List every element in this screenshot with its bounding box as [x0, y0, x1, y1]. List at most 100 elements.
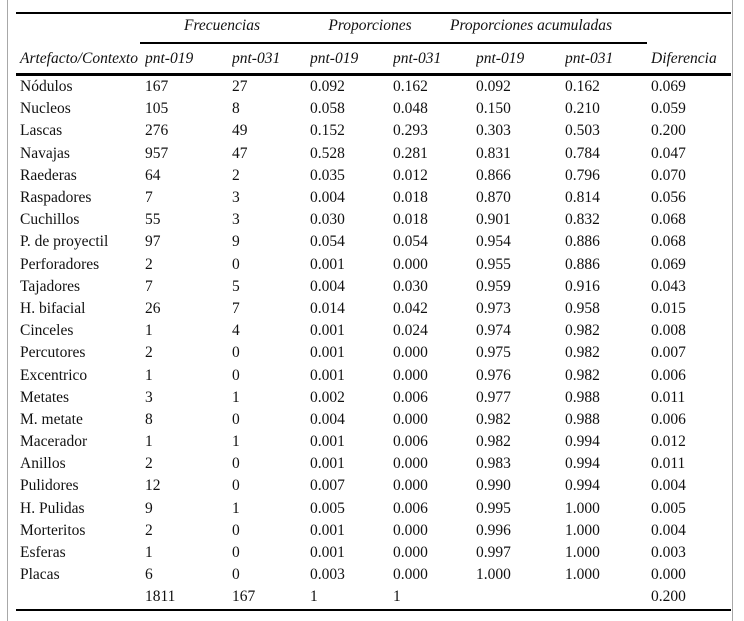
cell-value: 0 [232, 344, 240, 362]
cell-value: 0.000 [393, 544, 428, 562]
cell-value: 9 [232, 233, 240, 251]
table-row: Pulidores 12 0 0.007 0.000 0.990 0.994 0.004 [16, 475, 731, 497]
table-row: Raederas 64 2 0.035 0.012 0.866 0.796 0.070 [16, 165, 731, 187]
row-label: Navajas [20, 144, 70, 162]
cell-value: 2 [145, 455, 153, 473]
cell-value: 0.035 [310, 166, 345, 184]
cell-value: 12 [145, 477, 161, 495]
cell-value: 0.162 [393, 78, 428, 96]
cell-value: 0.006 [393, 388, 428, 406]
cell-value: 0.015 [651, 299, 686, 317]
table-row: Raspadores 7 3 0.004 0.018 0.870 0.814 0.056 [16, 187, 731, 209]
table-row: Anillos 2 0 0.001 0.000 0.983 0.994 0.011 [16, 453, 731, 475]
cell-value: 0.000 [393, 521, 428, 539]
cell-value: 0.162 [565, 78, 600, 96]
cell-value: 957 [145, 144, 169, 162]
cell-value: 105 [145, 100, 169, 118]
cell-value: 0.005 [310, 499, 345, 517]
cell-value: 1 [310, 588, 318, 606]
cell-value: 7 [232, 299, 240, 317]
cell-value: 0.982 [565, 344, 600, 362]
cell-value: 1 [145, 544, 153, 562]
row-label: Raederas [20, 166, 77, 184]
cell-value [565, 586, 651, 609]
table-row: P. de proyectil 97 9 0.054 0.054 0.954 0.886 0.… [16, 231, 731, 253]
cell-value: 0.000 [393, 410, 428, 428]
cell-value: 2 [145, 344, 153, 362]
cell-value: 0.068 [651, 211, 686, 229]
row-label: P. de proyectil [20, 233, 109, 251]
cell-value: 0.973 [476, 299, 511, 317]
cell-value: 0.958 [565, 299, 600, 317]
cell-value: 0.281 [393, 144, 428, 162]
row-label: Perforadores [20, 255, 100, 273]
cell-value: 1 [232, 499, 240, 517]
cell-value: 0 [232, 477, 240, 495]
cell-value: 0.977 [476, 388, 511, 406]
cell-value: 0.886 [565, 255, 600, 273]
cell-value: 0.000 [393, 566, 428, 584]
cell-value: 0 [232, 255, 240, 273]
cell-value: 4 [232, 322, 240, 340]
cell-value: 0.994 [565, 455, 600, 473]
cell-value: 0 [232, 410, 240, 428]
cell-value: 7 [145, 189, 153, 207]
cell-value: 2 [145, 255, 153, 273]
cell-value: 0.990 [476, 477, 511, 495]
cell-value: 167 [232, 588, 256, 606]
cell-value: 0.000 [393, 477, 428, 495]
row-label: Cinceles [20, 322, 74, 340]
cell-value: 0.047 [651, 144, 686, 162]
cell-value: 0.982 [476, 433, 511, 451]
cell-value: 0.200 [651, 588, 686, 606]
cell-value: 1.000 [565, 544, 600, 562]
cell-value: 8 [145, 410, 153, 428]
row-label [16, 586, 145, 609]
cell-value: 0.982 [565, 322, 600, 340]
table-row: M. metate 8 0 0.004 0.000 0.982 0.988 0.006 [16, 409, 731, 431]
cell-value: 0.024 [393, 322, 428, 340]
cell-value: 0.005 [651, 499, 686, 517]
cell-value: 0.092 [476, 78, 511, 96]
row-label: Metates [20, 388, 70, 406]
cell-value: 0.011 [651, 388, 686, 406]
cell-value: 0.954 [476, 233, 511, 251]
table-row: Esferas 1 0 0.001 0.000 0.997 1.000 0.003 [16, 542, 731, 564]
column-header-prop-pnt-031: pnt-031 [393, 44, 476, 76]
cell-value: 0.866 [476, 166, 511, 184]
cell-value: 0.001 [310, 433, 345, 451]
cell-value: 0 [232, 566, 240, 584]
table-row: Morteritos 2 0 0.001 0.000 0.996 1.000 0.004 [16, 520, 731, 542]
cell-value: 0.002 [310, 388, 345, 406]
column-header-row: Artefacto/Contexto pnt-019 pnt-031 pnt-0… [16, 44, 731, 76]
cell-value: 1.000 [476, 566, 511, 584]
cell-value: 0.152 [310, 122, 345, 140]
cell-value: 64 [145, 166, 161, 184]
table-row: Nódulos 167 27 0.092 0.162 0.092 0.162 0.069 [16, 75, 731, 99]
cell-value: 0.006 [651, 410, 686, 428]
cell-value: 0.092 [310, 78, 345, 96]
cell-value: 1.000 [565, 566, 600, 584]
table-row: Metates 3 1 0.002 0.006 0.977 0.988 0.011 [16, 387, 731, 409]
cell-value: 0.054 [310, 233, 345, 251]
cell-value: 0.000 [393, 455, 428, 473]
cell-value: 1 [393, 588, 401, 606]
cell-value: 0.988 [565, 388, 600, 406]
cell-value: 0.955 [476, 255, 511, 273]
cell-value: 0.004 [651, 521, 686, 539]
column-header-acum-pnt-019: pnt-019 [476, 44, 565, 76]
cell-value: 0.000 [393, 344, 428, 362]
row-label: Pulidores [20, 477, 79, 495]
column-header-frec-pnt-019: pnt-019 [145, 44, 232, 76]
cell-value: 0.959 [476, 277, 511, 295]
cell-value: 167 [145, 78, 169, 96]
cell-value: 0.006 [393, 499, 428, 517]
column-header-frec-pnt-031: pnt-031 [232, 44, 310, 76]
cell-value: 0.997 [476, 544, 511, 562]
cell-value: 0 [232, 455, 240, 473]
table-row: H. Pulidas 9 1 0.005 0.006 0.995 1.000 0.005 [16, 498, 731, 520]
column-header-artefacto-contexto: Artefacto/Contexto [16, 44, 145, 76]
cell-value: 0.012 [393, 166, 428, 184]
row-label: Macerador [20, 433, 88, 451]
cell-value: 0.012 [651, 433, 686, 451]
